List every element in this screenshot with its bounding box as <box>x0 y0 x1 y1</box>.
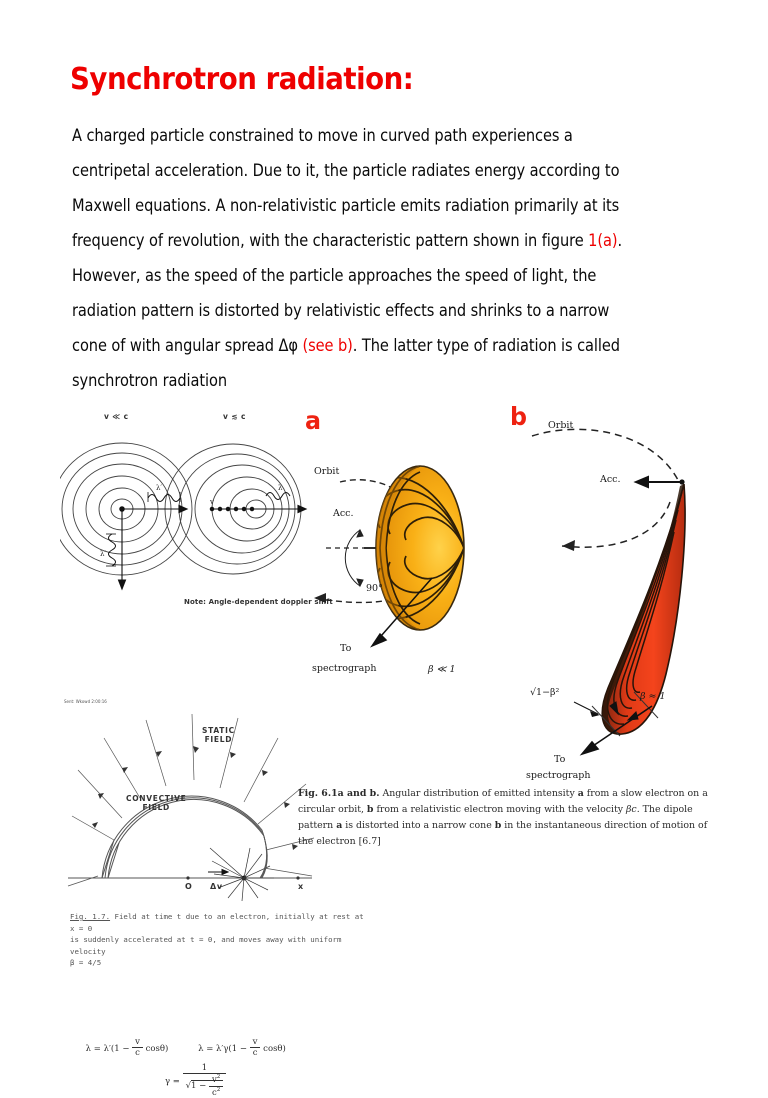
figure-b-spectrograph-label: spectrograph <box>526 770 591 781</box>
figure-b-to-label: To <box>554 754 566 765</box>
paragraph-segment-2: . However, as the speed of the particle … <box>72 231 623 355</box>
caption-61-text4: . The dipole pattern <box>298 804 693 831</box>
caption-61-text5: is distorted into a narrow cone <box>342 820 495 831</box>
caption-61-bold-b2: b <box>494 820 502 831</box>
doppler-diagram-svg: λ′ λ′ λ v <box>51 442 308 591</box>
caption-61-text6: in the instantaneous direction of motion… <box>298 820 708 847</box>
figure-area: a b <box>0 398 768 1097</box>
caption-61-number: Fig. 6.1a and b. <box>298 788 380 799</box>
figure-a-to-label: To <box>340 643 352 654</box>
field-line-diagram-svg <box>67 713 315 902</box>
figure-a-beta-label: β ≪ 1 <box>428 664 456 675</box>
convective-field-line1: CONVECTIVE <box>126 794 187 803</box>
paragraph-red-ref-2: (see b) <box>302 336 353 355</box>
convective-field-label: CONVECTIVE FIELD <box>126 794 186 813</box>
figure-a-dipole: Orbit Acc. 90° To spectrograph β ≪ 1 <box>300 408 515 698</box>
caption-61-bold-a2: a <box>336 820 343 831</box>
doppler-figure: λ′ λ′ λ v v ≪ c v ≲ c Note: Angle-depend… <box>51 406 333 621</box>
gamma-denominator: √1 − v2 c2 <box>183 1074 227 1097</box>
svg-text:v: v <box>209 498 214 506</box>
caption-61-italic-betac: βc <box>626 804 637 815</box>
svg-text:λ′: λ′ <box>156 484 162 492</box>
page-title: Synchrotron radiation: <box>70 62 414 97</box>
paragraph-segment-1: A charged particle constrained to move i… <box>72 126 620 250</box>
caption-61-bold-b1: b <box>366 804 374 815</box>
figure-b-beta-label: β ≈ 1 <box>640 691 666 702</box>
delta-v-label: Δv <box>210 882 223 891</box>
figure-b-acc-label: Acc. <box>600 474 621 485</box>
svg-text:λ: λ <box>278 484 283 492</box>
figure-label-b: b <box>510 402 528 431</box>
static-field-label: STATIC FIELD <box>202 726 235 745</box>
gamma-fraction: 1 √1 − v2 c2 <box>182 1063 227 1098</box>
gamma-equation: γ = 1 √1 − v2 c2 <box>165 1063 265 1098</box>
figure-a-angle-label: 90° <box>366 583 383 594</box>
figure-b-orbit-label: Orbit <box>548 420 574 431</box>
caption-61-text1: Angular distribution of emitted intensit… <box>379 788 578 799</box>
figure-a-orbit-label: Orbit <box>314 466 340 477</box>
caption-17-line2: is suddenly accelerated at t = 0, and mo… <box>70 935 342 956</box>
gamma-numerator: 1 <box>182 1063 227 1075</box>
doppler-right-velocity-label: v ≲ c <box>223 412 246 421</box>
caption-17-number: Fig. 1.7. <box>70 912 111 921</box>
figure-b-svg <box>531 428 686 756</box>
x-axis-label: x <box>298 882 304 891</box>
body-paragraph: A charged particle constrained to move i… <box>72 118 632 398</box>
field-figure-corner-note: Sent: Wkowd 2:00:16 <box>64 699 107 704</box>
figure-a-svg <box>313 465 465 648</box>
figure-b-sqrt-label: √1−β² <box>530 687 560 698</box>
caption-fig-6-1: Fig. 6.1a and b. Angular distribution of… <box>298 786 716 850</box>
svg-text:λ′: λ′ <box>100 550 106 558</box>
caption-17-line1: Field at time t due to an electron, init… <box>70 912 364 933</box>
paragraph-red-ref-1: 1(a) <box>588 231 618 250</box>
caption-fig-1-7: Fig. 1.7. Field at time t due to an elec… <box>70 911 370 969</box>
caption-61-bold-a1: a <box>577 788 584 799</box>
paragraph-segment-3: . The latter type of radiation is called… <box>72 336 620 390</box>
figure-label-a: a <box>305 406 322 435</box>
figure-a-acc-label: Acc. <box>333 508 354 519</box>
gamma-symbol: γ = <box>165 1076 180 1087</box>
origin-label: O <box>185 882 193 891</box>
figure-a-spectrograph-label: spectrograph <box>312 663 377 674</box>
doppler-note: Note: Angle-dependent doppler shift <box>184 598 333 606</box>
figure-b-cone: Orbit Acc. √1−β² β ≈ 1 To spectrograph <box>512 406 762 781</box>
caption-61-text3: from a relativistic electron moving with… <box>373 804 627 815</box>
field-line-figure: STATIC FIELD CONVECTIVE FIELD O Δv x Sen… <box>62 698 322 903</box>
caption-17-line3: β = 4/5 <box>70 958 102 967</box>
caption-61-text2: from a slow electron on a circular orbit… <box>298 788 708 815</box>
doppler-left-velocity-label: v ≪ c <box>104 412 129 421</box>
slide-page: Synchrotron radiation: A charged particl… <box>0 62 768 1098</box>
convective-field-line2: FIELD <box>142 803 170 813</box>
static-field-line1: STATIC <box>202 726 235 735</box>
static-field-line2: FIELD <box>204 735 233 745</box>
